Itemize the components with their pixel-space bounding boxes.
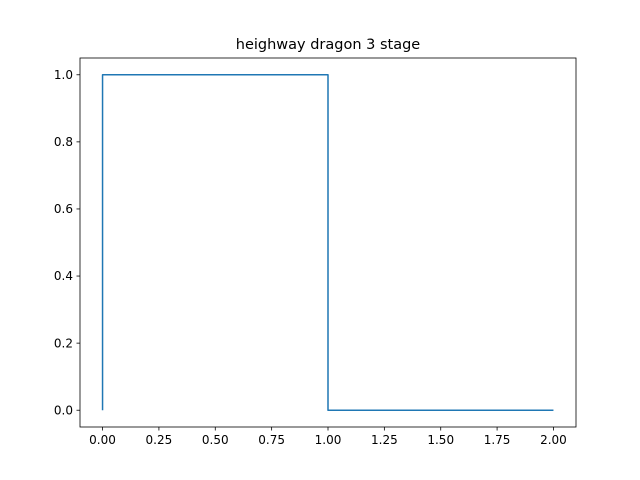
y-tick-label: 1.0 (54, 68, 73, 82)
x-tick-label: 0.00 (89, 433, 116, 447)
chart-title: heighway dragon 3 stage (236, 37, 421, 53)
y-axis: 0.0 0.2 0.4 0.6 0.8 1.0 (54, 68, 80, 417)
y-tick-label: 0.6 (54, 202, 73, 216)
x-tick-label: 0.25 (146, 433, 173, 447)
x-tick-label: 1.00 (315, 433, 342, 447)
x-tick-label: 1.25 (371, 433, 398, 447)
x-tick-label: 1.75 (484, 433, 511, 447)
series-line-0 (101, 74, 554, 411)
y-tick-label: 0.8 (54, 135, 73, 149)
y-tick-label: 0.2 (54, 336, 73, 350)
y-tick-label: 0.0 (54, 403, 73, 417)
x-tick-label: 2.00 (540, 433, 567, 447)
y-tick-label: 0.4 (54, 269, 73, 283)
x-tick-label: 0.75 (258, 433, 285, 447)
x-tick-label: 1.50 (427, 433, 454, 447)
x-tick-label: 0.50 (202, 433, 229, 447)
x-axis: 0.00 0.25 0.50 0.75 1.00 1.25 1.50 1.75 2.00 (89, 427, 567, 447)
plot-area (101, 74, 554, 411)
